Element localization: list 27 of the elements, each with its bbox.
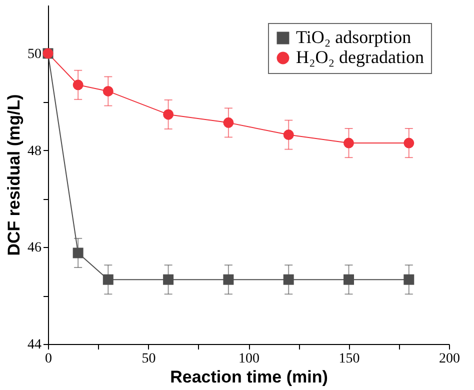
y-tick-label: 48 bbox=[28, 144, 42, 159]
point bbox=[72, 80, 84, 90]
x-tick-label: 150 bbox=[338, 352, 360, 366]
point bbox=[283, 130, 294, 140]
point bbox=[102, 86, 114, 96]
point bbox=[163, 109, 174, 120]
x-tick-label: 0 bbox=[45, 352, 52, 366]
point bbox=[404, 274, 414, 285]
point bbox=[72, 248, 84, 258]
point bbox=[223, 274, 234, 285]
point bbox=[283, 274, 294, 285]
point bbox=[163, 274, 174, 285]
point bbox=[344, 274, 354, 285]
legend-label: TiO₂ adsorption bbox=[296, 27, 412, 47]
point bbox=[404, 138, 414, 148]
legend-label: H₂O₂ degradation bbox=[296, 47, 424, 67]
point bbox=[223, 117, 234, 128]
x-axis-title: Reaction time (min) bbox=[170, 368, 328, 386]
y-axis-title: DCF residual (mg/L) bbox=[4, 94, 24, 256]
x-tick-label: 100 bbox=[238, 352, 260, 366]
point bbox=[102, 274, 114, 285]
y-tick-label: 46 bbox=[28, 240, 42, 256]
y-tick-label: 44 bbox=[28, 338, 42, 352]
point bbox=[344, 138, 354, 148]
x-tick-label: 200 bbox=[439, 352, 460, 366]
x-tick-label: 50 bbox=[142, 352, 156, 366]
y-tick-label: 50 bbox=[28, 46, 42, 62]
